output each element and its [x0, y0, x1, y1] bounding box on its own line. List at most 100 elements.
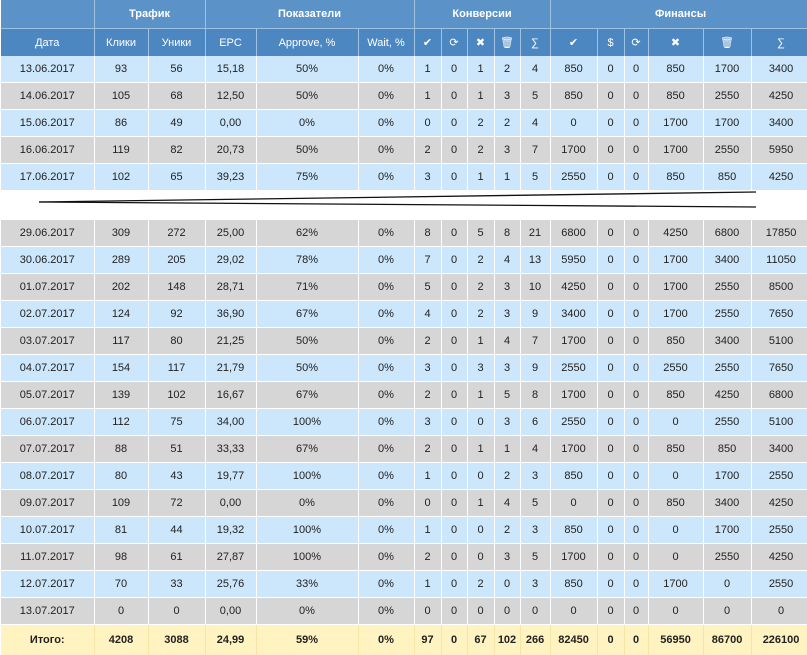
cell-uniques: 65 — [148, 164, 205, 191]
check-icon[interactable]: ✔ — [414, 29, 441, 57]
cell-epc: 39,23 — [205, 164, 256, 191]
cell-fin-paid: 0 — [597, 598, 624, 625]
col-header-clicks[interactable]: Клики — [94, 29, 148, 57]
cell-wait: 0% — [358, 544, 414, 571]
close-icon[interactable]: ✖ — [467, 29, 494, 57]
dollar-icon[interactable]: $ — [597, 29, 624, 57]
cell-fin-wait: 0 — [624, 463, 648, 490]
cell-epc: 0,00 — [205, 110, 256, 137]
col-header-uniques[interactable]: Уники — [148, 29, 205, 57]
cell-fin-sum: 2550 — [751, 517, 807, 544]
cell-conv-sum: 9 — [520, 355, 550, 382]
cell-conv-wait: 0 — [441, 436, 467, 463]
cell-uniques: 102 — [148, 382, 205, 409]
cell-conv-reject: 2 — [467, 274, 494, 301]
cell-conv-reject: 5 — [467, 220, 494, 247]
cell-epc: 33,33 — [205, 436, 256, 463]
trash-icon[interactable]: 🗑 — [494, 29, 520, 57]
cell-conv-trash: 2 — [494, 56, 520, 83]
cell-fin-sum: 3400 — [751, 56, 807, 83]
cell-clicks: 289 — [94, 247, 148, 274]
check-icon[interactable]: ✔ — [550, 29, 597, 57]
cell-uniques: 44 — [148, 517, 205, 544]
table-gap — [1, 191, 807, 221]
refresh-icon[interactable]: ⟳ — [441, 29, 467, 57]
cell-approve: 67% — [256, 436, 358, 463]
cell-wait: 0% — [358, 490, 414, 517]
cell-conv-wait: 0 — [441, 247, 467, 274]
cell-uniques: 205 — [148, 247, 205, 274]
cell-fin-sum: 4250 — [751, 164, 807, 191]
cell-fin-sum: 4250 — [751, 490, 807, 517]
cell-date: 13.07.2017 — [1, 598, 94, 625]
cell-conv-approved: 3 — [414, 409, 441, 436]
cell-date: 15.06.2017 — [1, 110, 94, 137]
cell-fin-trash: 3400 — [703, 490, 751, 517]
cell-fin-reject: 0 — [648, 598, 703, 625]
cell-fin-reject: 1700 — [648, 110, 703, 137]
cell-conv-sum: 7 — [520, 137, 550, 164]
cell-date: 09.07.2017 — [1, 490, 94, 517]
cell-conv-approved: 1 — [414, 56, 441, 83]
close-icon[interactable]: ✖ — [648, 29, 703, 57]
cell-clicks: 88 — [94, 436, 148, 463]
cell-clicks: 93 — [94, 56, 148, 83]
cell-conv-reject: 0 — [467, 517, 494, 544]
cell-conv-sum: 7 — [520, 328, 550, 355]
sum-icon[interactable]: ∑ — [751, 29, 807, 57]
cell-fin-reject: 850 — [648, 436, 703, 463]
cell-clicks: 102 — [94, 164, 148, 191]
cell-fin-sum: 3400 — [751, 436, 807, 463]
sum-icon[interactable]: ∑ — [520, 29, 550, 57]
cell-fin-trash: 0 — [703, 571, 751, 598]
cell-conv-reject: 0 — [467, 409, 494, 436]
cell-fin-approved: 2550 — [550, 409, 597, 436]
cell-fin-wait: 0 — [624, 110, 648, 137]
cell-date: 10.07.2017 — [1, 517, 94, 544]
cell-conv-trash: 2 — [494, 517, 520, 544]
cell-clicks: 70 — [94, 571, 148, 598]
col-header-date[interactable]: Дата — [1, 29, 94, 57]
cell-approve: 33% — [256, 571, 358, 598]
total-conv-sum: 266 — [520, 625, 550, 655]
col-header-approve[interactable]: Approve, % — [256, 29, 358, 57]
cell-fin-wait: 0 — [624, 83, 648, 110]
col-header-epc[interactable]: EPC — [205, 29, 256, 57]
cell-conv-reject: 1 — [467, 490, 494, 517]
cell-epc: 0,00 — [205, 598, 256, 625]
cell-conv-sum: 13 — [520, 247, 550, 274]
cell-fin-paid: 0 — [597, 83, 624, 110]
cell-conv-reject: 2 — [467, 247, 494, 274]
cell-conv-reject: 1 — [467, 83, 494, 110]
cell-approve: 75% — [256, 164, 358, 191]
trash-icon[interactable]: 🗑 — [703, 29, 751, 57]
col-header-wait[interactable]: Wait, % — [358, 29, 414, 57]
cell-wait: 0% — [358, 220, 414, 247]
cell-conv-trash: 1 — [494, 164, 520, 191]
refresh-icon[interactable]: ⟳ — [624, 29, 648, 57]
cell-fin-wait: 0 — [624, 137, 648, 164]
cell-fin-trash: 2550 — [703, 544, 751, 571]
cell-fin-trash: 3400 — [703, 328, 751, 355]
